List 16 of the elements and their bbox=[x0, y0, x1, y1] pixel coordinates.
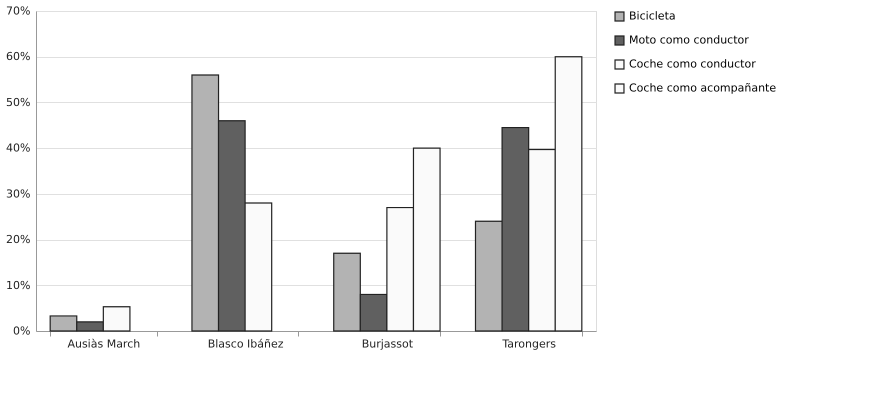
y-tick-label: 30% bbox=[6, 187, 30, 200]
y-tick-label: 40% bbox=[6, 142, 30, 155]
x-tick-label: Ausiàs March bbox=[67, 338, 140, 350]
legend-label: Coche como acompañante bbox=[629, 82, 776, 94]
legend-label: Coche como conductor bbox=[629, 58, 756, 70]
y-tick-label: 0% bbox=[13, 324, 30, 338]
y-tick-label: 60% bbox=[6, 50, 30, 64]
legend-label: Bicicleta bbox=[629, 10, 676, 22]
y-tick-label: 70% bbox=[6, 4, 30, 18]
x-tick-label: Blasco Ibáñez bbox=[208, 338, 284, 350]
x-tick-label: Burjassot bbox=[362, 338, 414, 350]
y-tick-label: 50% bbox=[6, 96, 30, 109]
legend-label: Moto como conductor bbox=[629, 34, 750, 46]
y-tick-label: 10% bbox=[6, 278, 30, 292]
x-tick-label: Tarongers bbox=[501, 338, 556, 350]
y-tick-label: 20% bbox=[6, 233, 30, 246]
